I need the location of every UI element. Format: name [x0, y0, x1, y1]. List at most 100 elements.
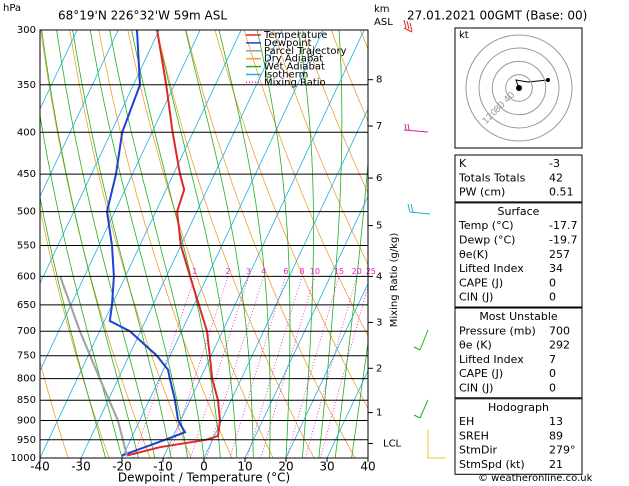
y-tick-label: 950 [17, 435, 36, 446]
row-label: CAPE (J) [459, 367, 503, 380]
y2-tick-label: 4 [376, 271, 382, 282]
lcl-label: LCL [383, 438, 402, 449]
datetime: 27.01.2021 00GMT (Base: 00) [407, 9, 587, 23]
x-tick-label: 40 [360, 460, 375, 474]
y-tick-label: 300 [17, 25, 36, 36]
row-value: 700 [549, 324, 570, 337]
y-tick-label: 350 [17, 80, 36, 91]
table-section [454, 154, 583, 203]
location: 68°19'N 226°32'W 59m ASL [58, 9, 227, 23]
y2-tick-label: 3 [376, 317, 382, 328]
row-label: CIN (J) [459, 291, 493, 304]
wind-barb [403, 123, 429, 133]
dry-adiabat [586, 18, 629, 458]
wet-adiabat [297, 30, 314, 458]
legend-label: Temperature [263, 30, 327, 41]
dry-adiabat [301, 30, 368, 194]
isotherm [80, 30, 283, 458]
row-value: 257 [549, 248, 570, 261]
dry-adiabat [413, 18, 629, 458]
x-tick-label: 10 [237, 460, 252, 474]
mixing-ratio-value: 2 [225, 267, 230, 276]
wet-adiabat [334, 157, 368, 458]
hodograph-ring-label: 40 [502, 90, 517, 105]
x-tick-label: -40 [30, 460, 50, 474]
y-tick-label: 650 [17, 300, 36, 311]
hodograph-ring [505, 74, 533, 102]
y-tick-label: 600 [17, 271, 36, 282]
row-label: Lifted Index [459, 353, 524, 366]
row-value: 0 [549, 291, 556, 304]
isotherm [0, 12, 4, 458]
wind-barb [413, 399, 429, 419]
mixing-ratio-line [229, 276, 287, 458]
row-value: 13 [549, 415, 563, 428]
x-tick-label: -10 [153, 460, 173, 474]
table-section [454, 307, 583, 399]
legend-label: Isotherm [264, 70, 308, 81]
isotherm [0, 12, 45, 458]
wet-adiabat [218, 30, 271, 458]
isotherm [326, 369, 368, 458]
wind-barbs [403, 19, 446, 459]
mixing-ratio-value: 1 [192, 267, 197, 276]
section-title: Surface [498, 205, 540, 218]
legend-label: Mixing Ratio [264, 77, 326, 88]
y-tick-label: 750 [17, 351, 36, 362]
legend-label: Dry Adiabat [264, 54, 323, 65]
y-tick-label: 900 [17, 416, 36, 427]
isotherm [40, 30, 119, 198]
row-value: -17.7 [549, 219, 577, 232]
isotherm [285, 282, 368, 458]
dry-adiabat [615, 18, 629, 458]
plot-lines [0, 12, 629, 458]
hodograph-trace [515, 79, 549, 89]
dry-adiabat [214, 30, 368, 410]
row-value: 42 [549, 171, 563, 184]
wind-barb [407, 203, 431, 215]
mixing-ratio-line [246, 276, 303, 458]
row-value: 292 [549, 339, 570, 352]
legend-label: Dewpoint [264, 38, 312, 49]
row-label: CIN (J) [459, 382, 493, 395]
section-title: Hodograph [488, 401, 549, 414]
dry-adiabat [40, 30, 151, 458]
wind-barb [403, 19, 413, 33]
mixing-ratio-value: 25 [366, 267, 376, 276]
row-label: Temp (°C) [458, 219, 514, 232]
row-label: PW (cm) [459, 186, 505, 199]
mixing-ratio-value: 3 [246, 267, 251, 276]
y-axis-label: hPa [3, 3, 21, 14]
mixing-ratio-value: 20 [352, 267, 362, 276]
hodograph-ring [465, 34, 573, 142]
row-value: 0 [549, 276, 556, 289]
y-tick-label: 700 [17, 326, 36, 337]
mixing-ratio-line [286, 276, 340, 458]
row-value: 0 [549, 367, 556, 380]
isotherm [40, 30, 242, 458]
row-label: Pressure (mb) [459, 324, 536, 337]
wet-adiabat [89, 30, 188, 458]
isotherm [203, 108, 368, 458]
row-label: θe (K) [459, 339, 492, 352]
dry-adiabat [185, 30, 356, 458]
isotherm [40, 30, 201, 372]
row-label: Lifted Index [459, 262, 524, 275]
isotherm [40, 30, 160, 285]
footer: © weatheronline.co.uk [478, 473, 593, 484]
wet-adiabat [156, 30, 238, 458]
legend-label: Wet Adiabat [264, 62, 325, 73]
wet-adiabat [109, 30, 205, 458]
mixing-ratio-value: 6 [283, 267, 288, 276]
y2-label: km [374, 4, 390, 15]
y2-tick-label: 6 [376, 173, 382, 184]
row-label: EH [459, 415, 474, 428]
mixing-ratio-value: 4 [261, 267, 266, 276]
x-tick-label: 0 [200, 460, 208, 474]
y2-tick-label: 5 [376, 221, 382, 232]
isotherm [40, 30, 78, 111]
row-label: StmDir [459, 444, 498, 457]
y2-tick-label: 7 [376, 121, 382, 132]
y-tick-label: 550 [17, 240, 36, 251]
